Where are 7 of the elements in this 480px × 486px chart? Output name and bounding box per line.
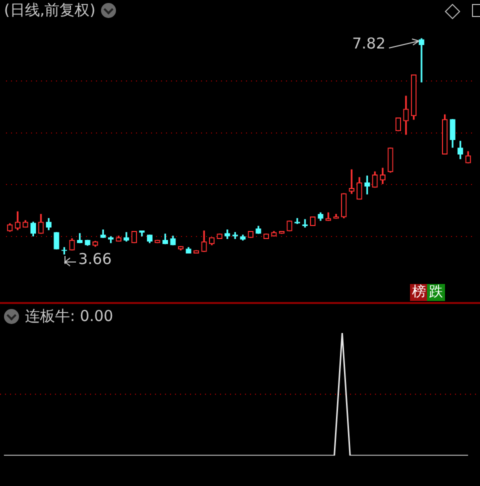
annotation: 3.66 bbox=[78, 250, 112, 268]
chart-title: (日线,前复权) bbox=[4, 1, 96, 20]
annotation: 7.82 bbox=[352, 34, 386, 52]
text: 跌 bbox=[427, 284, 445, 301]
text: 榜 bbox=[410, 284, 428, 301]
candlestick bbox=[418, 38, 424, 82]
chart-title: 连板牛: 0.00 bbox=[25, 307, 114, 326]
